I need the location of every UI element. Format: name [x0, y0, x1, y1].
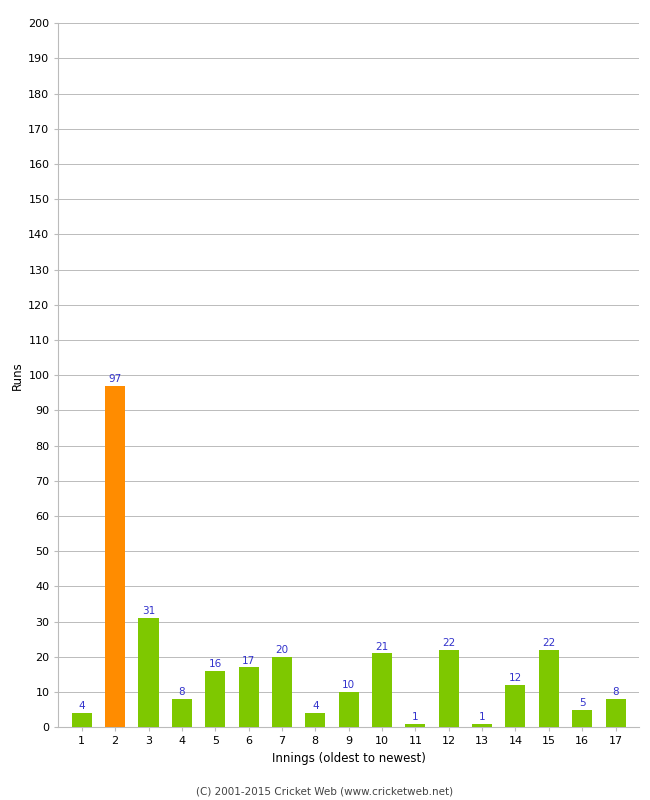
Text: 22: 22	[442, 638, 456, 648]
Bar	[72, 714, 92, 727]
Bar	[339, 692, 359, 727]
Text: 21: 21	[376, 642, 389, 652]
Bar	[539, 650, 559, 727]
Text: 97: 97	[109, 374, 122, 384]
Bar	[272, 657, 292, 727]
X-axis label: Innings (oldest to newest): Innings (oldest to newest)	[272, 752, 426, 765]
Bar	[506, 685, 525, 727]
Bar	[372, 654, 392, 727]
Text: 1: 1	[412, 712, 419, 722]
Text: 12: 12	[509, 674, 522, 683]
Bar	[572, 710, 592, 727]
Text: 16: 16	[209, 659, 222, 670]
Text: 8: 8	[612, 687, 619, 698]
Bar	[306, 714, 325, 727]
Text: (C) 2001-2015 Cricket Web (www.cricketweb.net): (C) 2001-2015 Cricket Web (www.cricketwe…	[196, 786, 454, 796]
Text: 5: 5	[579, 698, 586, 708]
Bar	[406, 724, 425, 727]
Text: 1: 1	[479, 712, 486, 722]
Bar	[239, 667, 259, 727]
Bar	[105, 386, 125, 727]
Bar	[172, 699, 192, 727]
Bar	[138, 618, 159, 727]
Text: 8: 8	[179, 687, 185, 698]
Text: 31: 31	[142, 606, 155, 616]
Text: 4: 4	[312, 702, 318, 711]
Text: 20: 20	[276, 645, 289, 655]
Bar	[472, 724, 492, 727]
Bar	[606, 699, 625, 727]
Bar	[439, 650, 459, 727]
Text: 17: 17	[242, 656, 255, 666]
Bar	[205, 671, 226, 727]
Text: 10: 10	[342, 680, 355, 690]
Text: 22: 22	[542, 638, 556, 648]
Text: 4: 4	[79, 702, 85, 711]
Y-axis label: Runs: Runs	[11, 361, 24, 390]
